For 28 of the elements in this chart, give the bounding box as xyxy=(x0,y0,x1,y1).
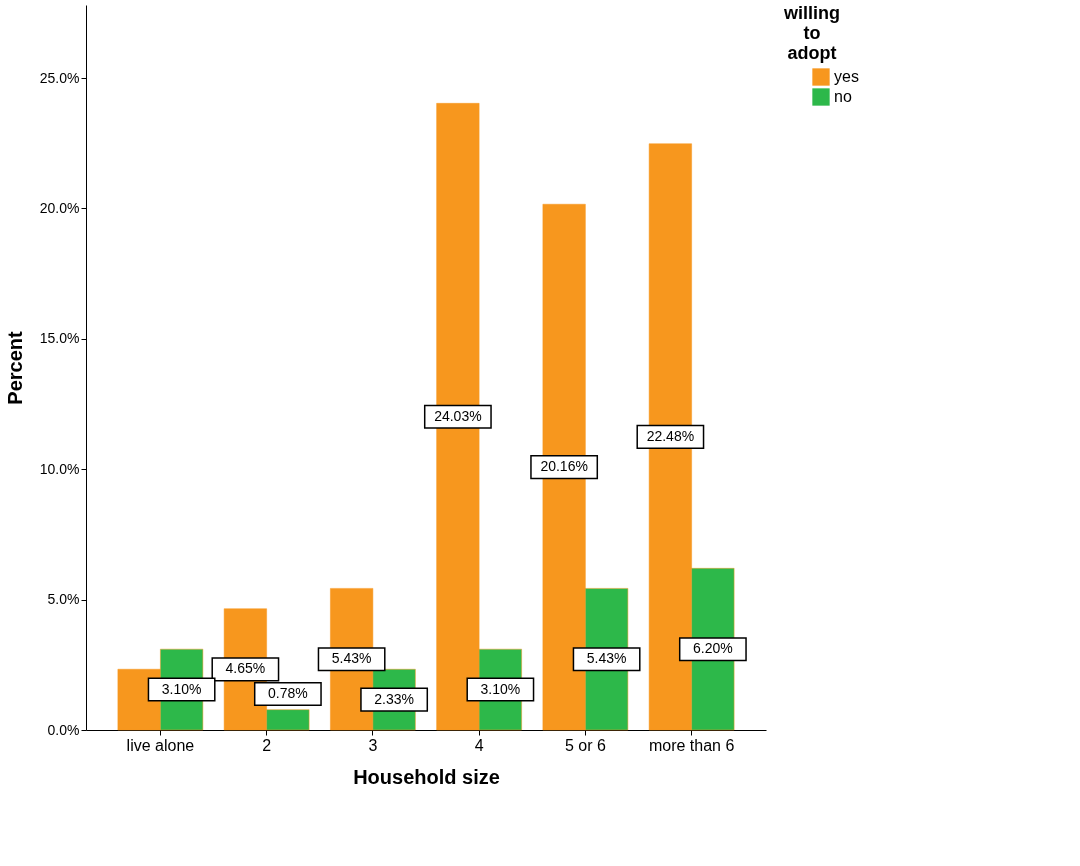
x-tick-label: 2 xyxy=(262,736,272,754)
data-label: 3.10% xyxy=(480,680,521,697)
legend-title: willing to adopt xyxy=(783,3,840,63)
data-label: 5.43% xyxy=(586,650,627,667)
legend-label: yes xyxy=(834,68,859,85)
y-tick-label: 15.0% xyxy=(39,330,80,347)
y-tick-label: 5.0% xyxy=(47,591,80,608)
x-tick-label: live alone xyxy=(126,736,195,754)
data-label: 6.20% xyxy=(693,640,733,657)
y-tick-label: 20.0% xyxy=(39,199,80,216)
data-label: 5.43% xyxy=(331,650,372,667)
x-tick-label: 3 xyxy=(368,736,378,754)
data-label: 4.65% xyxy=(225,660,266,677)
y-axis-title: Percent xyxy=(3,330,26,405)
data-label: 3.10% xyxy=(161,680,202,697)
data-label: 2.33% xyxy=(374,690,414,707)
y-tick-label: 10.0% xyxy=(39,460,80,477)
data-label: 0.78% xyxy=(268,685,308,702)
x-tick-label: more than 6 xyxy=(648,736,735,754)
data-label: 22.48% xyxy=(646,427,695,444)
y-tick-label: 0.0% xyxy=(47,721,80,738)
x-tick-label: 5 or 6 xyxy=(564,736,606,754)
y-tick-label: 25.0% xyxy=(39,69,80,86)
x-tick-label: 4 xyxy=(474,736,484,754)
legend-label: no xyxy=(834,88,852,105)
x-axis-title: Household size xyxy=(353,765,500,788)
data-label: 24.03% xyxy=(434,407,482,424)
data-label: 20.16% xyxy=(540,458,588,475)
